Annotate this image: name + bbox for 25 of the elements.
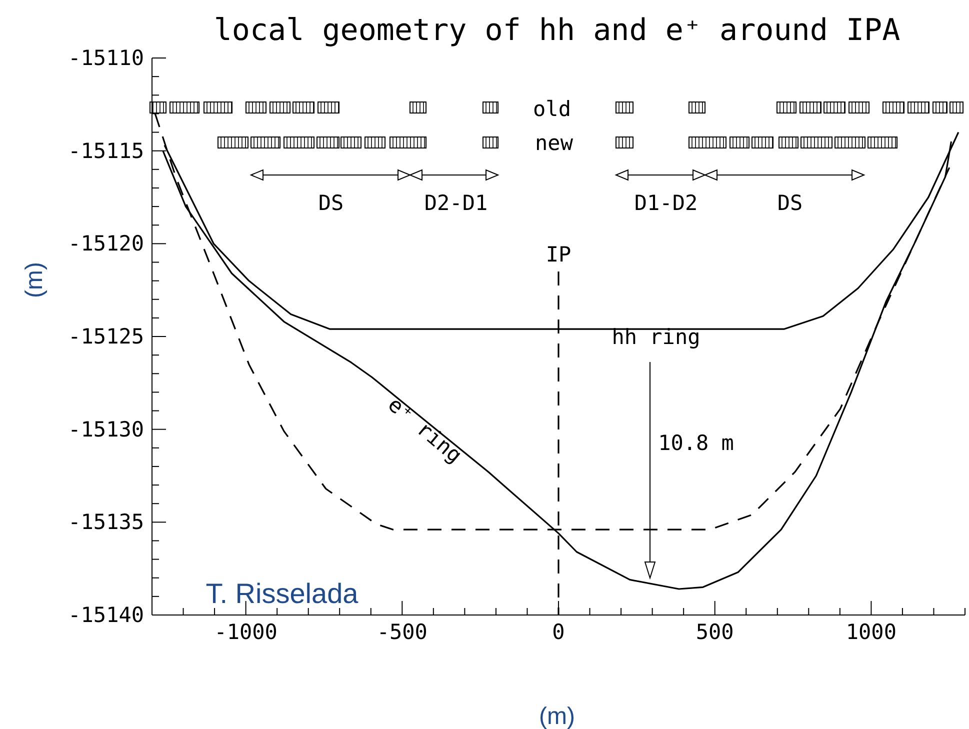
y-tick-label: -15140 bbox=[68, 603, 144, 627]
annotation: old bbox=[533, 97, 571, 121]
annotation: T. Risselada bbox=[206, 578, 359, 609]
y-tick-label: -15120 bbox=[68, 232, 144, 256]
x-axis-title: (m) bbox=[539, 703, 575, 729]
x-tick-label: -500 bbox=[376, 620, 428, 644]
y-tick-label: -15135 bbox=[68, 510, 144, 534]
annotation: DS bbox=[318, 191, 344, 215]
annotation: D1-D2 bbox=[634, 191, 698, 215]
annotation: hh ring bbox=[612, 325, 700, 349]
x-tick-label: -1000 bbox=[214, 620, 278, 644]
x-tick-label: 1000 bbox=[846, 620, 896, 644]
y-tick-label: -15125 bbox=[68, 324, 144, 348]
annotation: D2-D1 bbox=[424, 191, 488, 215]
y-tick-label: -15115 bbox=[68, 138, 144, 163]
annotation: DS bbox=[777, 191, 803, 215]
annotation: 10.8 m bbox=[658, 431, 734, 455]
x-tick-label: 0 bbox=[552, 620, 565, 644]
series-label: IP bbox=[546, 242, 572, 267]
y-axis-title: (m) bbox=[21, 262, 48, 298]
y-tick-label: -15130 bbox=[68, 417, 144, 442]
chart-title: local geometry of hh and e⁺ around IPA bbox=[214, 13, 900, 48]
x-tick-label: 500 bbox=[696, 620, 734, 644]
annotation: new bbox=[535, 131, 574, 155]
y-tick-label: -15110 bbox=[68, 46, 144, 70]
